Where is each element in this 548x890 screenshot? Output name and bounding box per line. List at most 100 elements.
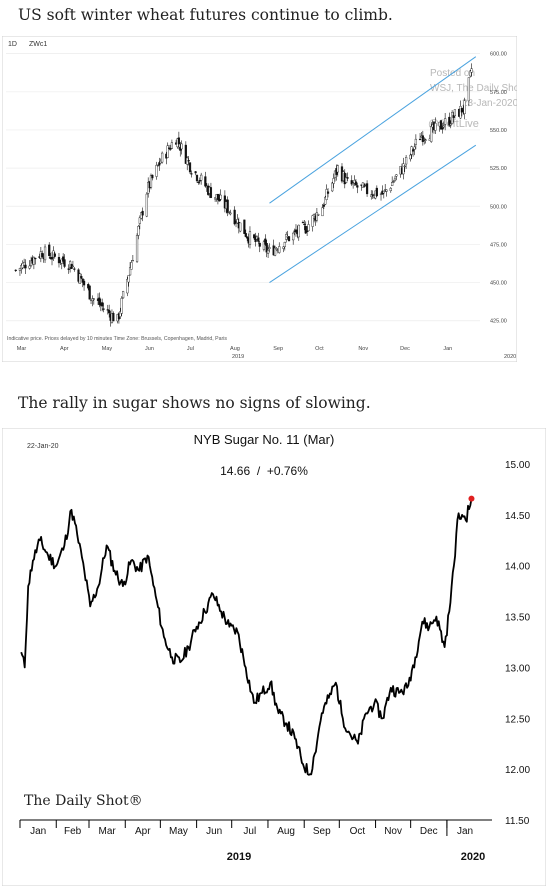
wheat-candle-body <box>303 223 306 226</box>
wheat-x-year-label: 2019 <box>232 354 244 360</box>
wheat-candle-body <box>23 262 26 266</box>
wheat-candle-body <box>14 269 17 271</box>
wheat-candle-body <box>264 238 267 245</box>
wheat-candle-body <box>402 163 405 175</box>
wheat-candle-body <box>356 185 359 188</box>
wheat-candle-body <box>262 241 266 250</box>
wheat-candle-body <box>430 126 433 142</box>
wheat-candle-body <box>371 194 374 196</box>
wheat-candle-body <box>248 231 252 245</box>
wheat-channel-lower <box>269 144 477 283</box>
wheat-candle-body <box>243 219 246 234</box>
wheat-caption: US soft winter wheat futures continue to… <box>18 6 393 24</box>
wheat-candle-body <box>365 183 369 195</box>
wheat-candle-body <box>197 181 200 183</box>
wheat-candle-body <box>194 171 197 174</box>
wheat-candle-body <box>137 226 140 236</box>
wheat-candle-body <box>98 297 101 305</box>
wheat-x-month-label: May <box>102 346 113 352</box>
wheat-y-tick-label: 425.00 <box>490 319 507 325</box>
wheat-candle-body <box>169 148 172 150</box>
wheat-candle-body <box>24 264 27 269</box>
wheat-candle-body <box>108 309 111 314</box>
wheat-candle-body <box>187 159 190 162</box>
wheat-candle-body <box>449 123 452 126</box>
wheat-x-month-label: Jun <box>145 346 154 352</box>
sugar-x-month-label: Dec <box>420 826 438 837</box>
wheat-candle-body <box>350 180 353 185</box>
wheat-candle-body <box>236 219 239 224</box>
wheat-candle-body <box>138 217 141 224</box>
wheat-y-tick-label: 525.00 <box>490 166 507 172</box>
wheat-candle-body <box>324 196 327 205</box>
wheat-candle-body <box>34 257 37 260</box>
sugar-price-line <box>20 498 473 776</box>
wheat-candle-body <box>177 137 180 145</box>
sugar-date-label: 22-Jan-20 <box>27 443 59 450</box>
wheat-candle-body <box>297 224 300 238</box>
wheat-candle-body <box>287 236 291 242</box>
wheat-y-tick-label: 575.00 <box>490 90 507 96</box>
sugar-x-year-label: 2020 <box>461 851 485 863</box>
wheat-interval-label: 1D <box>8 41 17 48</box>
wheat-candle-body <box>405 157 408 165</box>
wheat-candle-body <box>229 212 232 215</box>
wheat-candle-body <box>28 265 31 269</box>
wheat-y-tick-label: 475.00 <box>490 242 507 248</box>
sugar-x-month-label: Nov <box>384 826 402 837</box>
wheat-candle-body <box>321 207 324 217</box>
wheat-candle-body <box>102 308 105 310</box>
sugar-y-tick-label: 14.50 <box>505 511 530 522</box>
wheat-candle-body <box>226 199 229 213</box>
wheat-candle-body <box>307 224 310 232</box>
wheat-candle-body <box>448 116 451 126</box>
sugar-x-month-label: Feb <box>64 826 82 837</box>
wheat-candle-body <box>48 244 51 257</box>
wheat-candle-body <box>149 175 153 188</box>
sugar-y-tick-label: 12.50 <box>505 714 530 725</box>
wheat-candle-body <box>67 268 70 270</box>
wheat-y-tick-label: 600.00 <box>490 52 507 58</box>
wheat-candle-body <box>385 189 388 192</box>
wheat-candle-body <box>204 176 207 187</box>
wheat-candle-body <box>392 181 395 183</box>
wheat-candle-body <box>156 164 160 167</box>
wheat-candle-body <box>239 222 242 232</box>
sugar-x-month-label: Jun <box>206 826 222 837</box>
wheat-candle-body <box>120 298 123 314</box>
wheat-candle-body <box>62 256 65 262</box>
wheat-candle-body <box>453 109 457 117</box>
wheat-candle-body <box>423 138 426 140</box>
wheat-candle-body <box>301 221 305 224</box>
wheat-candle-body <box>463 100 466 114</box>
wheat-x-month-label: Sep <box>273 346 283 352</box>
wheat-candle-body <box>413 146 416 150</box>
wheat-candle-body <box>439 120 443 130</box>
wheat-candle-body <box>442 125 445 128</box>
wheat-candle-body <box>317 214 320 216</box>
wheat-candle-body <box>216 193 220 200</box>
wheat-candle-body <box>304 226 307 234</box>
wheat-candle-body <box>265 243 268 253</box>
wheat-candle-body <box>414 138 417 145</box>
wheat-candle-body <box>382 190 385 194</box>
wheat-candle-body <box>82 280 86 286</box>
wheat-candle-body <box>345 177 348 183</box>
wheat-candle-body <box>233 209 236 225</box>
wheat-watermark-line: 23-Jan-2020 <box>462 98 517 109</box>
wheat-candle-body <box>273 247 277 256</box>
wheat-candle-body <box>326 191 330 194</box>
sugar-x-month-label: Sep <box>313 826 331 837</box>
wheat-candle-body <box>469 70 472 77</box>
wheat-candle-body <box>451 112 454 125</box>
wheat-candle-body <box>418 138 422 141</box>
wheat-candle-body <box>246 236 249 239</box>
wheat-candle-body <box>122 291 125 299</box>
sugar-chart-frame <box>1 427 547 887</box>
wheat-x-year-label: 2020 <box>504 354 516 360</box>
sugar-y-tick-label: 11.50 <box>505 816 530 827</box>
wheat-x-month-label: Aug <box>230 346 240 352</box>
wheat-x-month-label: Jul <box>187 346 194 352</box>
wheat-candle-body <box>128 267 132 276</box>
wheat-candle-body <box>434 122 437 131</box>
